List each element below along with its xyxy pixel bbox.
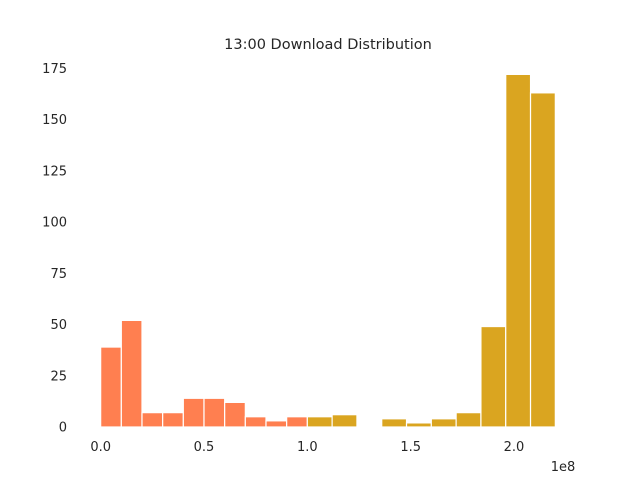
y-tick-label-4: 100 bbox=[42, 216, 67, 231]
bars-layer bbox=[100, 73, 556, 428]
histogram-bar-s0-b3 bbox=[162, 412, 184, 428]
x-tick-label-2: 1.0 bbox=[297, 440, 318, 455]
y-tick-label-3: 75 bbox=[50, 267, 67, 282]
histogram-bar-s0-b4 bbox=[182, 397, 205, 428]
histogram-bar-s0-b8 bbox=[265, 420, 288, 428]
histogram-bar-s0-b1 bbox=[120, 319, 143, 428]
y-tick-label-0: 0 bbox=[59, 421, 67, 436]
y-tick-label-6: 150 bbox=[42, 113, 67, 128]
y-tick-label-1: 25 bbox=[50, 369, 67, 384]
histogram-bar-s1-b6 bbox=[455, 412, 482, 428]
chart-title: 13:00 Download Distribution bbox=[224, 37, 432, 53]
histogram-bar-s0-b6 bbox=[224, 401, 246, 428]
histogram-bar-s1-b3 bbox=[381, 418, 408, 428]
y-tick-label-5: 125 bbox=[42, 164, 67, 179]
histogram-bar-s1-b9 bbox=[529, 92, 556, 428]
x-axis-offset-label: 1e8 bbox=[551, 460, 576, 475]
histogram-bar-s1-b5 bbox=[430, 418, 457, 428]
x-tick-label-4: 2.0 bbox=[504, 440, 525, 455]
x-tick-label-1: 0.5 bbox=[194, 440, 215, 455]
histogram-bar-s0-b7 bbox=[244, 416, 267, 428]
y-tick-label-7: 175 bbox=[42, 62, 67, 77]
histogram-bar-s1-b1 bbox=[331, 414, 358, 428]
histogram-bar-s0-b5 bbox=[203, 397, 226, 428]
y-tick-label-2: 50 bbox=[50, 318, 67, 333]
histogram-bar-s1-b7 bbox=[480, 325, 507, 428]
histogram-bar-s0-b9 bbox=[286, 416, 308, 428]
histogram-bar-s0-b0 bbox=[100, 346, 122, 428]
histogram-bar-s1-b0 bbox=[306, 416, 333, 428]
y-axis-ticks: 0 25 50 75 100 125 150 175 bbox=[42, 62, 67, 436]
x-tick-label-0: 0.0 bbox=[90, 440, 111, 455]
x-axis-ticks: 0.0 0.5 1.0 1.5 2.0 bbox=[90, 440, 524, 455]
histogram-bar-s0-b2 bbox=[141, 412, 164, 428]
histogram-bar-s1-b4 bbox=[405, 422, 432, 428]
x-tick-label-3: 1.5 bbox=[400, 440, 421, 455]
histogram-bar-s1-b8 bbox=[505, 73, 532, 428]
